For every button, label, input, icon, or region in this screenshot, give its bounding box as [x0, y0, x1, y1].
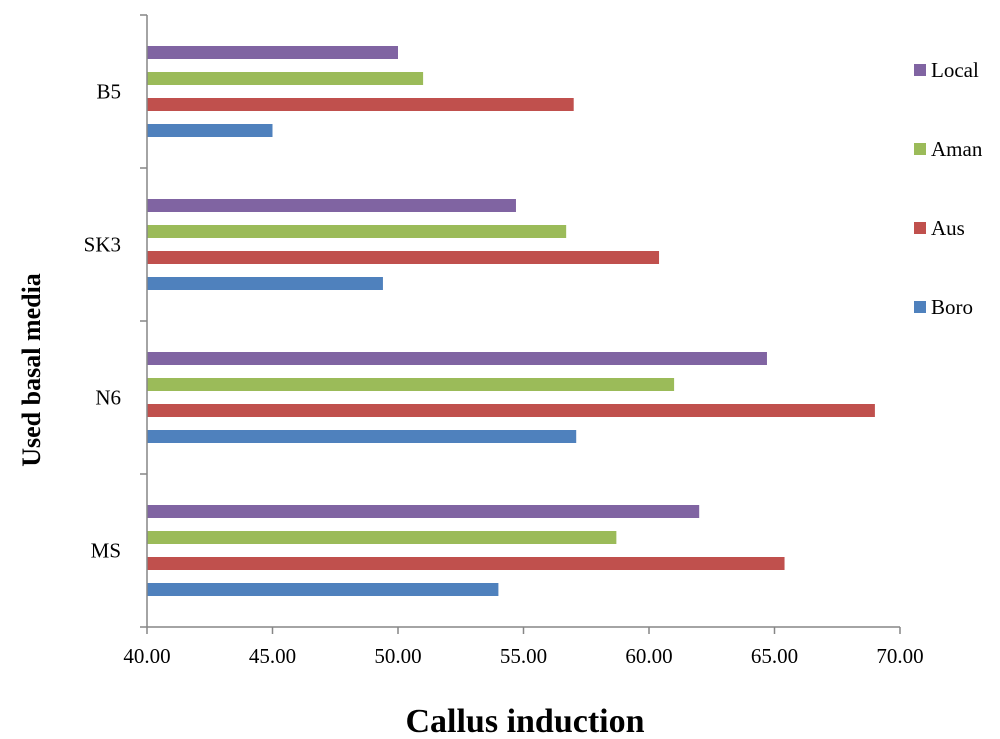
- legend-label-aus: Aus: [931, 216, 965, 240]
- tick-labels-group: MS N6 SK3 B5 40.00 45.00 50.00 55.00 60.00 65.00 7…: [84, 80, 924, 669]
- x-tick-label: 55.00: [500, 644, 547, 668]
- y-tick-label-sk3: SK3: [84, 233, 121, 257]
- legend: Local Aman Aus Boro: [914, 58, 983, 319]
- x-tick-label: 60.00: [625, 644, 672, 668]
- bar-boro-ms: [147, 583, 499, 596]
- axes-group: [140, 14, 901, 634]
- x-axis-title: Callus induction: [405, 703, 644, 739]
- legend-swatch-aus: [914, 222, 926, 234]
- bar-boro-sk3: [147, 277, 383, 290]
- legend-swatch-aman: [914, 143, 926, 155]
- y-tick-label-n6: N6: [95, 386, 121, 410]
- bar-aus-sk3: [147, 251, 660, 264]
- bars-group: [147, 46, 875, 596]
- bar-aman-n6: [147, 378, 675, 391]
- bar-aus-ms: [147, 557, 785, 570]
- legend-swatch-local: [914, 64, 926, 76]
- y-tick-label-b5: B5: [96, 80, 121, 104]
- legend-label-boro: Boro: [931, 295, 973, 319]
- y-axis-title: Used basal media: [17, 273, 46, 467]
- x-tick-label: 65.00: [751, 644, 798, 668]
- bar-local-b5: [147, 46, 398, 59]
- bar-aman-sk3: [147, 225, 567, 238]
- x-tick-label: 45.00: [249, 644, 296, 668]
- x-tick-label: 50.00: [374, 644, 421, 668]
- legend-swatch-boro: [914, 301, 926, 313]
- x-tick-label: 70.00: [876, 644, 923, 668]
- bar-boro-b5: [147, 124, 273, 137]
- bar-aus-b5: [147, 98, 574, 111]
- bar-aman-ms: [147, 531, 617, 544]
- legend-label-aman: Aman: [931, 137, 983, 161]
- bar-aus-n6: [147, 404, 875, 417]
- bar-local-n6: [147, 352, 767, 365]
- bar-local-ms: [147, 505, 700, 518]
- bar-local-sk3: [147, 199, 516, 212]
- y-tick-label-ms: MS: [91, 539, 121, 563]
- bar-aman-b5: [147, 72, 424, 85]
- x-tick-label: 40.00: [123, 644, 170, 668]
- legend-label-local: Local: [931, 58, 979, 82]
- bar-boro-n6: [147, 430, 577, 443]
